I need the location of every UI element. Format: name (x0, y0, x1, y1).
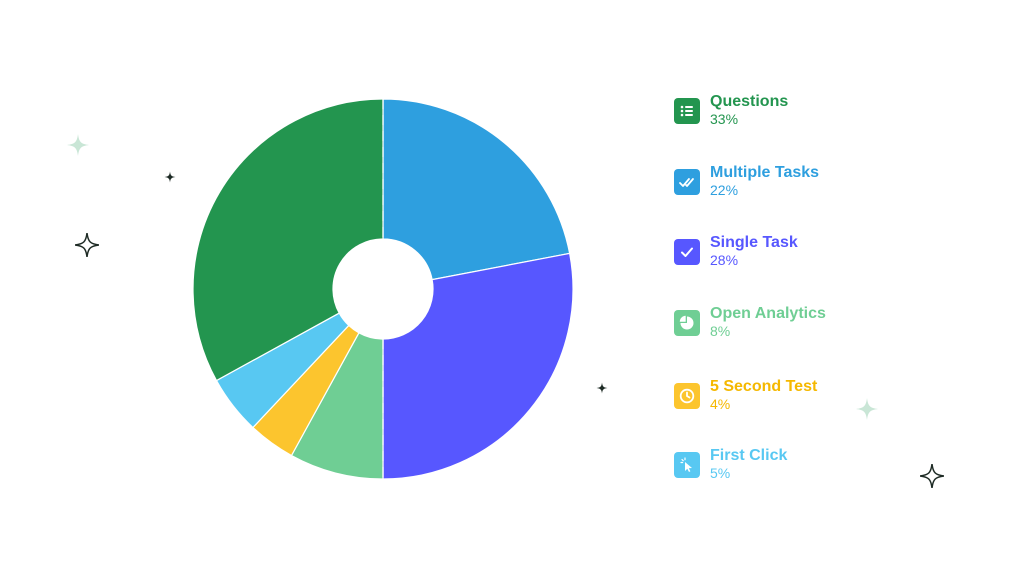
legend-item: Questions 33% (674, 92, 974, 132)
list-icon (674, 98, 700, 124)
legend-label: Multiple Tasks (710, 164, 820, 181)
legend-item: Open Analytics 8% (674, 304, 974, 344)
cursor-click-icon (674, 452, 700, 478)
legend-value: 22% (710, 182, 739, 198)
legend-value: 4% (710, 396, 731, 412)
legend-value: 33% (710, 111, 739, 127)
legend-label: Questions (710, 93, 789, 110)
sparkle-icon (164, 171, 176, 183)
pie-chart-icon (674, 310, 700, 336)
sparkle-icon (856, 398, 878, 420)
legend-value: 5% (710, 465, 731, 481)
legend-item: First Click 5% (674, 446, 974, 486)
legend-item: 5 Second Test 4% (674, 377, 974, 417)
legend-label: 5 Second Test (710, 378, 818, 395)
sparkle-icon (596, 382, 608, 394)
legend-item: Single Task 28% (674, 233, 974, 273)
legend-label: First Click (710, 447, 788, 464)
check-icon (674, 239, 700, 265)
sparkle-outline-icon (74, 232, 100, 258)
double-check-icon (674, 169, 700, 195)
legend-label: Single Task (710, 234, 798, 251)
legend-value: 8% (710, 323, 731, 339)
clock-icon (674, 383, 700, 409)
sparkle-outline-icon (919, 463, 945, 489)
legend-item: Multiple Tasks 22% (674, 163, 974, 203)
donut-hole (333, 239, 433, 339)
legend-label: Open Analytics (710, 305, 826, 322)
legend-value: 28% (710, 252, 739, 268)
sparkle-icon (67, 134, 89, 156)
